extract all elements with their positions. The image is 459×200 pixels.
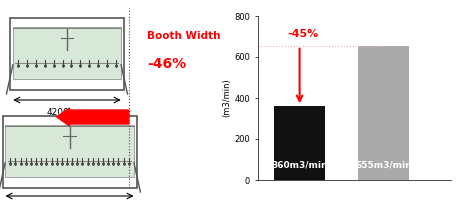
Y-axis label: (m3/min): (m3/min) [222,79,231,117]
FancyBboxPatch shape [5,125,134,177]
Text: Booth Width: Booth Width [146,31,220,41]
Bar [274,106,324,180]
Text: 360m3/min: 360m3/min [271,161,327,170]
Bar [358,46,408,180]
Text: 655m3/min: 655m3/min [354,161,411,170]
Text: -46%: -46% [146,57,185,71]
FancyArrow shape [56,108,129,126]
FancyBboxPatch shape [13,27,121,79]
FancyBboxPatch shape [10,18,123,90]
Text: -45%: -45% [286,29,318,39]
Text: 4200mm: 4200mm [47,108,87,117]
FancyBboxPatch shape [3,116,136,188]
